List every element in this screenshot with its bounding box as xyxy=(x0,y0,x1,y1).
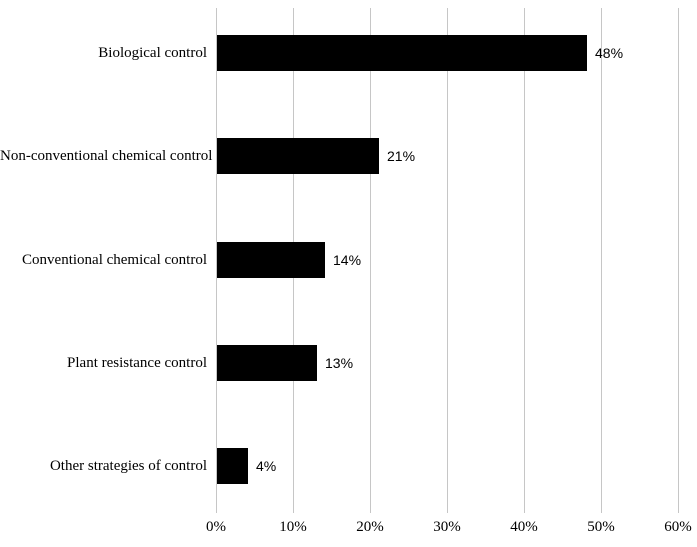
bar-value-label: 4% xyxy=(256,458,277,474)
bar xyxy=(217,448,248,484)
bar xyxy=(217,345,317,381)
gridline-50 xyxy=(601,8,602,513)
gridline-40 xyxy=(524,8,525,513)
x-tick-label: 30% xyxy=(433,519,461,535)
gridline-60 xyxy=(678,8,679,513)
plot-area xyxy=(216,8,679,513)
x-tick-label: 0% xyxy=(206,519,226,535)
x-tick-label: 20% xyxy=(356,519,384,535)
bar-value-label: 21% xyxy=(387,148,416,164)
category-label: Plant resistance control xyxy=(67,355,207,371)
x-tick-label: 60% xyxy=(664,519,692,535)
category-label: Non-conventional chemical control xyxy=(0,148,213,164)
x-tick-label: 50% xyxy=(587,519,615,535)
bar-value-label: 13% xyxy=(325,355,354,371)
bar-value-label: 14% xyxy=(333,252,362,268)
gridline-0 xyxy=(216,8,217,513)
bar xyxy=(217,35,587,71)
category-label: Conventional chemical control xyxy=(22,252,207,268)
category-label: Other strategies of control xyxy=(49,458,207,474)
category-label: Biological control xyxy=(98,45,207,61)
gridline-20 xyxy=(370,8,371,513)
x-tick-label: 10% xyxy=(279,519,307,535)
gridline-30 xyxy=(447,8,448,513)
x-tick-label: 40% xyxy=(510,519,538,535)
bar xyxy=(217,242,325,278)
bar xyxy=(217,138,379,174)
bar-value-label: 48% xyxy=(595,45,624,61)
